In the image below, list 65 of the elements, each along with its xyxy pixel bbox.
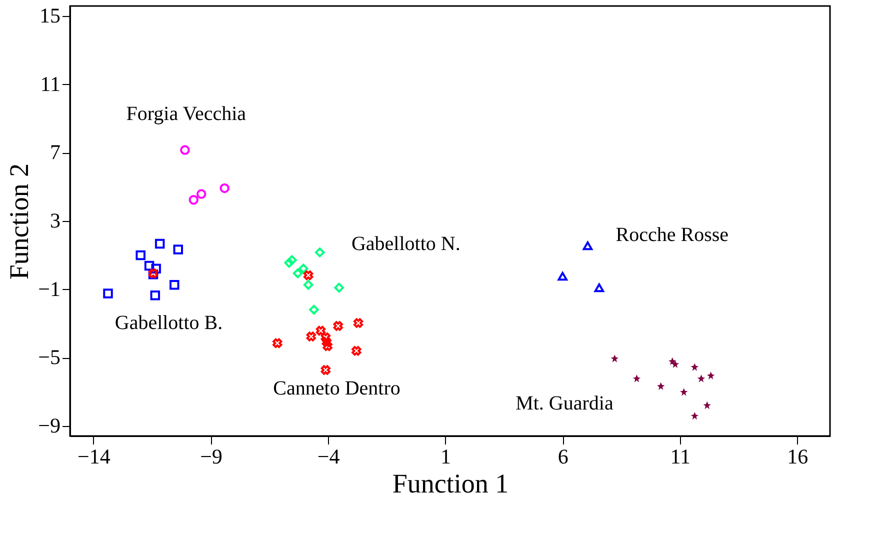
point	[144, 260, 154, 271]
point	[353, 318, 364, 328]
point	[333, 321, 343, 331]
point	[680, 388, 688, 396]
point	[180, 145, 190, 155]
point	[292, 268, 303, 278]
x-tick-label: −4	[317, 444, 340, 468]
point	[558, 272, 568, 281]
point	[314, 248, 325, 258]
point	[150, 290, 160, 300]
point	[352, 346, 362, 356]
point	[334, 282, 344, 293]
point	[136, 250, 146, 260]
point	[103, 288, 113, 298]
point	[690, 363, 699, 371]
point	[220, 183, 230, 194]
point	[320, 332, 331, 342]
series-label: Gabellotto N.	[351, 232, 460, 255]
point	[703, 401, 711, 410]
x-tick-label: −9	[200, 444, 222, 468]
point	[284, 258, 294, 268]
point	[309, 304, 319, 315]
x-axis-title: Function 1	[392, 468, 509, 498]
point	[272, 338, 282, 348]
series-label: Canneto Dentro	[273, 378, 400, 400]
point	[303, 270, 314, 280]
point	[316, 326, 326, 336]
series-label: Forgia Vecchia	[126, 103, 246, 126]
point	[320, 365, 331, 375]
y-axis-title: Function 2	[4, 163, 34, 280]
point	[322, 341, 332, 351]
point	[690, 412, 699, 420]
x-tick-label: 16	[787, 444, 808, 468]
point	[306, 332, 316, 342]
x-tick-label: 6	[558, 444, 568, 468]
point	[188, 194, 198, 205]
y-tick-label: 11	[40, 72, 60, 96]
y-tick-label: 7	[50, 140, 60, 164]
y-tick-label: 15	[40, 4, 60, 28]
point	[298, 264, 308, 274]
point	[632, 374, 641, 382]
y-tick-label: −1	[38, 276, 60, 301]
point	[582, 241, 593, 250]
point	[594, 283, 604, 292]
point	[657, 382, 665, 390]
y-tick-label: 3	[50, 208, 60, 232]
point	[287, 255, 297, 265]
point	[151, 264, 161, 274]
series-label: Rocche Rosse	[616, 224, 729, 246]
point	[610, 354, 619, 362]
point	[303, 280, 314, 290]
point	[706, 372, 715, 380]
point	[154, 238, 165, 249]
point	[196, 189, 206, 199]
x-tick-label: 11	[670, 444, 690, 468]
x-tick-label: −14	[78, 444, 111, 468]
x-tick-label: 1	[440, 444, 452, 468]
point	[671, 360, 680, 368]
y-tick-label: −9	[38, 413, 60, 438]
point	[697, 374, 706, 382]
series-label: Gabellotto B.	[114, 312, 223, 334]
point	[173, 244, 184, 254]
point	[170, 280, 180, 290]
series-label: Mt. Guardia	[516, 392, 614, 414]
y-tick-label: −5	[38, 345, 60, 370]
